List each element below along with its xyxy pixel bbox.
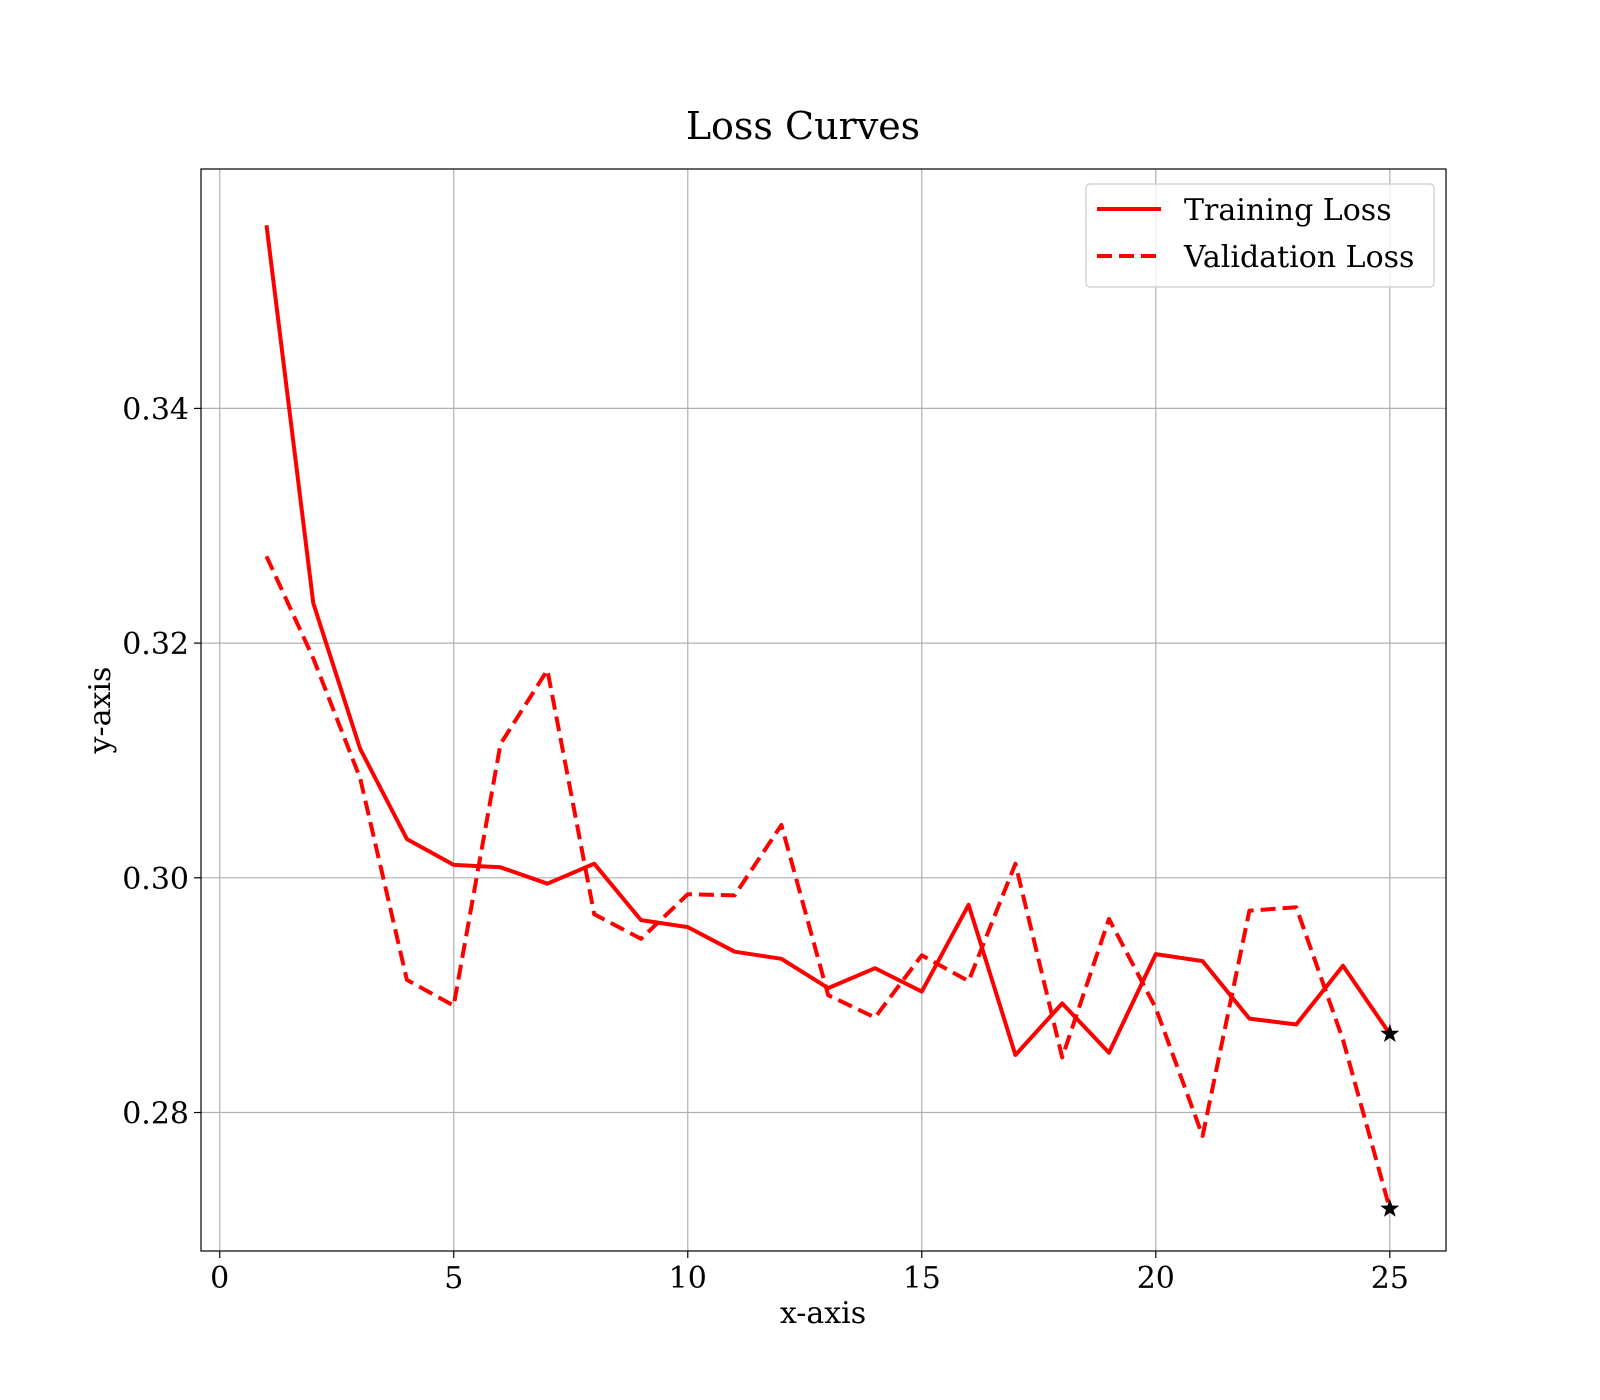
validation-loss-line	[264, 555, 1392, 1210]
x-tick-label-25: 25	[1371, 1261, 1409, 1296]
y-tick-label-0.34: 0.34	[122, 392, 189, 427]
y-tick-label-0.30: 0.30	[122, 862, 189, 897]
legend-box	[1085, 183, 1435, 288]
training-end-star-marker	[1380, 1023, 1400, 1042]
y-tick-label-0.32: 0.32	[122, 627, 189, 662]
y-tick-label-0.28: 0.28	[122, 1097, 189, 1132]
y-axis-label: y-axis	[83, 667, 118, 755]
x-tick-label-0: 0	[210, 1261, 229, 1296]
legend: Training Loss Validation Loss	[1085, 183, 1435, 288]
x-tick-label-20: 20	[1137, 1261, 1175, 1296]
x-tick-label-10: 10	[669, 1261, 707, 1296]
x-tick-label-15: 15	[903, 1261, 941, 1296]
series-lines	[264, 225, 1392, 1210]
grid	[201, 169, 1446, 1251]
validation-end-star-marker	[1380, 1198, 1400, 1217]
legend-label-validation: Validation Loss	[1183, 240, 1414, 275]
chart-title: Loss Curves	[686, 104, 920, 148]
x-ticks: 0 5 10 15 20 25	[210, 1251, 1409, 1296]
axes-frame	[200, 168, 1447, 1252]
x-axis-label: x-axis	[780, 1296, 866, 1331]
y-ticks: 0.28 0.30 0.32 0.34	[122, 392, 201, 1132]
x-tick-label-5: 5	[444, 1261, 463, 1296]
end-markers	[1380, 1023, 1400, 1217]
legend-label-training: Training Loss	[1184, 193, 1392, 228]
